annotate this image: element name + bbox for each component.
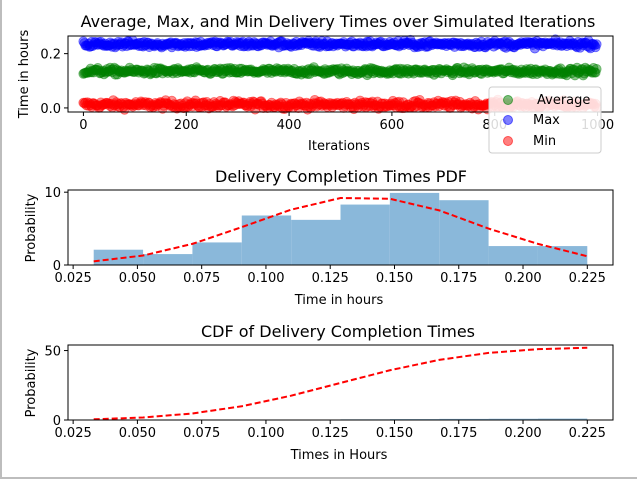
cdf-ylabel: Probability: [24, 348, 39, 417]
cdf-x-ticks: 0.025 0.050 0.075 0.100 0.125 0.150 0.175 0.200…: [55, 420, 606, 441]
pdf-x-tick-label: 0.075: [183, 271, 220, 286]
pdf-y-ticks: 0 10: [44, 186, 68, 274]
cdf-xlabel: Times in Hours: [290, 448, 388, 463]
cdf-x-tick-label: 0.100: [247, 426, 284, 441]
scatter-axes-frame: [67, 35, 614, 113]
cdf-bar: [439, 418, 489, 420]
cdf-x-tick-label: 0.050: [119, 426, 156, 441]
scatter-y-tick-label: 0.0: [40, 102, 61, 117]
pdf-x-tick-label: 0.050: [119, 271, 156, 286]
cdf-panel: CDF of Delivery Completion Times 0.025 0.…: [24, 322, 614, 463]
cdf-fit-line: [93, 346, 588, 421]
scatter-y-ticks: 0.0 0.2: [40, 48, 68, 117]
scatter-point-max: [591, 39, 602, 50]
pdf-x-tick-label: 0.125: [312, 271, 349, 286]
scatter-title: Average, Max, and Min Delivery Times ove…: [81, 12, 596, 31]
scatter-x-tick-label: 400: [277, 118, 302, 133]
cdf-bar: [537, 418, 588, 420]
legend-marker-average: [503, 95, 513, 105]
legend-label-min: Min: [533, 134, 556, 149]
pdf-x-tick-label: 0.100: [247, 271, 284, 286]
scatter-panel: Average, Max, and Min Delivery Times ove…: [17, 12, 614, 154]
pdf-axes-frame: [67, 189, 614, 266]
cdf-y-tick-label: 0: [53, 414, 61, 429]
pdf-bar: [340, 204, 390, 265]
pdf-bar: [143, 254, 193, 265]
pdf-bar: [93, 249, 144, 265]
pdf-x-tick-label: 0.175: [440, 271, 477, 286]
pdf-bar: [192, 242, 242, 265]
legend-marker-min: [503, 136, 513, 146]
pdf-bars: [93, 192, 588, 265]
pdf-x-ticks: 0.025 0.050 0.075 0.100 0.125 0.150 0.175 0.200…: [55, 265, 606, 286]
pdf-x-tick-label: 0.150: [376, 271, 413, 286]
cdf-x-tick-label: 0.075: [183, 426, 220, 441]
cdf-axes-frame: [67, 344, 614, 421]
scatter-x-tick-label: 600: [380, 118, 405, 133]
scatter-x-tick-label: 0: [79, 118, 87, 133]
cdf-y-ticks: 0 50: [44, 345, 68, 429]
cdf-x-tick-label: 0.225: [569, 426, 606, 441]
scatter-ylabel: Time in hours: [17, 30, 32, 120]
pdf-xlabel: Time in hours: [294, 293, 384, 308]
pdf-bar: [291, 219, 341, 265]
pdf-ylabel: Probability: [24, 193, 39, 262]
pdf-bar: [439, 200, 489, 265]
scatter-y-tick-label: 0.2: [40, 48, 61, 63]
scatter-point-average: [591, 64, 602, 75]
scatter-point-average: [590, 67, 601, 78]
cdf-x-tick-label: 0.200: [504, 426, 541, 441]
cdf-bar: [488, 418, 538, 420]
scatter-x-tick-label: 200: [174, 118, 199, 133]
legend-label-average: Average: [537, 93, 590, 108]
pdf-fit-line: [93, 197, 588, 263]
cdf-x-tick-label: 0.150: [376, 426, 413, 441]
pdf-x-tick-label: 0.225: [569, 271, 606, 286]
pdf-bar: [537, 246, 588, 265]
pdf-x-tick-label: 0.200: [504, 271, 541, 286]
pdf-x-tick-label: 0.025: [55, 271, 92, 286]
pdf-bar: [389, 192, 440, 265]
pdf-bar: [241, 215, 292, 265]
scatter-xlabel: Iterations: [308, 139, 370, 154]
pdf-y-tick-label: 10: [44, 186, 61, 201]
scatter-legend: Average Max Min: [488, 86, 602, 154]
cdf-x-tick-label: 0.025: [55, 426, 92, 441]
cdf-x-tick-label: 0.125: [312, 426, 349, 441]
pdf-bar: [488, 246, 538, 265]
legend-box: [488, 86, 602, 154]
pdf-title: Delivery Completion Times PDF: [215, 167, 467, 186]
pdf-y-tick-label: 0: [53, 259, 61, 274]
legend-marker-max: [503, 115, 513, 125]
pdf-panel: Delivery Completion Times PDF 0.025 0.050…: [24, 167, 614, 308]
cdf-x-tick-label: 0.175: [440, 426, 477, 441]
legend-label-max: Max: [533, 113, 560, 128]
cdf-y-tick-label: 50: [44, 345, 61, 360]
cdf-title: CDF of Delivery Completion Times: [201, 322, 475, 341]
